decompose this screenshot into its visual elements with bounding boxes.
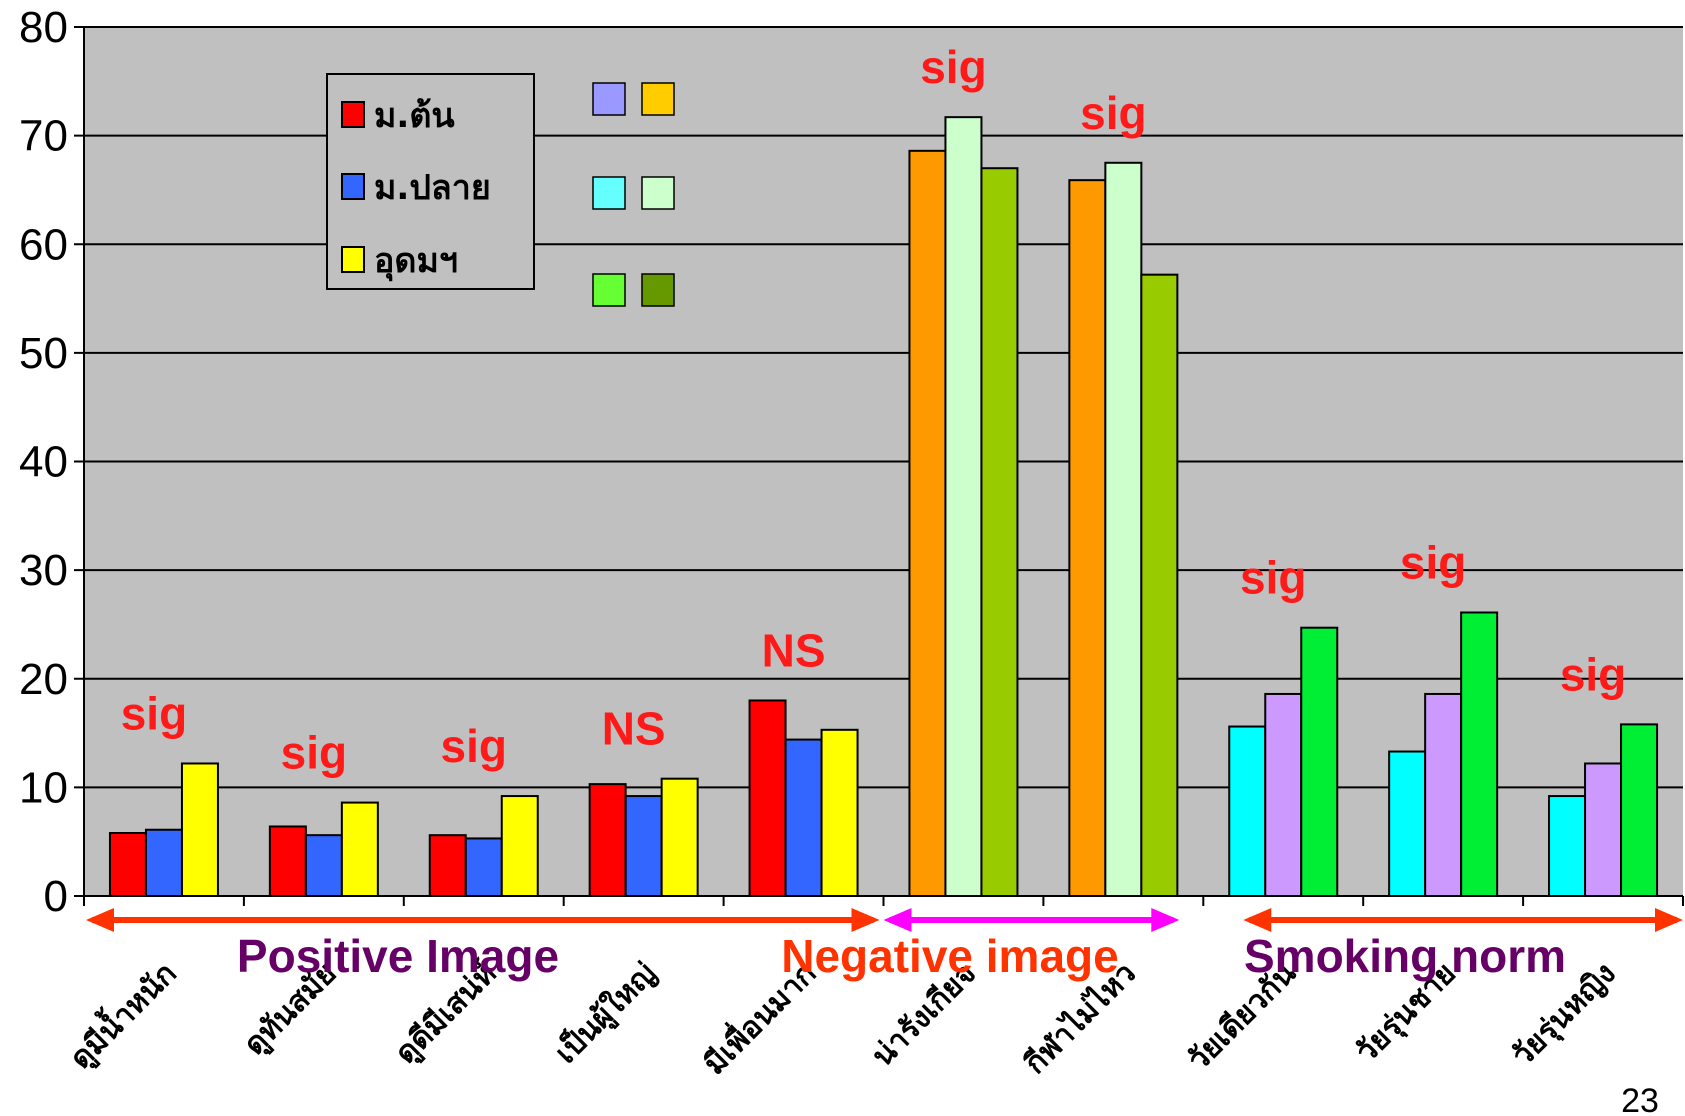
group-arrow-right-head-2 [1655,908,1683,932]
x-tick-label-3: เป็นผู้ใหญ่ [547,954,664,1071]
bar-7-0 [1228,725,1267,897]
bar-8-0 [1388,750,1427,897]
bar-6-1 [1104,161,1143,897]
x-tick-label-0: ดูมีน้ำหนัก [59,952,184,1077]
bar-2-0 [428,834,467,897]
legend-swatch-2 [341,246,365,273]
group-label-2: Smoking norm [1244,930,1566,982]
bars [108,116,1659,898]
annotation-4: NS [762,624,826,676]
y-tick-label-7: 70 [19,112,68,161]
bar-5-0 [908,149,947,897]
annotation-6: sig [1080,87,1146,139]
bar-0-2 [180,762,219,897]
annotation-3: NS [602,703,666,755]
gridlines [84,26,1683,789]
group-arrow-left-head-0 [86,908,114,932]
legend-swatch-0 [341,101,365,128]
bar-9-2 [1620,723,1659,897]
swatch-2-0 [592,273,626,307]
bar-6-0 [1068,179,1107,897]
page-number: 23 [1621,1082,1659,1116]
group-arrow-right-head-1 [1151,908,1180,932]
bar-3-0 [588,783,627,898]
legend-label-0: ม.ต้น [374,96,455,136]
bar-1-0 [268,825,307,897]
swatch-0-1 [641,82,675,116]
swatch-2-1 [641,273,675,307]
annotation-9: sig [1560,648,1626,700]
group-label-0: Positive Image [237,930,559,982]
group-arrow-right-head-0 [851,908,880,932]
annotation-7: sig [1240,552,1306,604]
annotation-1: sig [281,727,347,779]
bar-2-2 [500,795,539,897]
bar-0-0 [108,831,147,897]
annotation-0: sig [121,687,187,739]
bar-4-2 [820,728,859,898]
group-label-1: Negative image [781,930,1118,982]
annotation-8: sig [1400,536,1466,588]
y-tick-label-5: 50 [19,329,68,378]
y-tick-label-1: 10 [19,763,68,812]
significance-annotations: sig sig sig NS NS sig sig sig sig sig [121,41,1627,778]
y-tick-label-6: 60 [19,220,68,269]
swatch-0-0 [592,82,626,116]
color-swatches [592,82,675,307]
bar-2-1 [464,837,503,898]
y-tick-label-2: 20 [19,655,68,704]
y-tick-labels: 0 10 20 30 40 50 60 70 80 [19,3,68,921]
swatch-1-1 [641,176,675,210]
y-tick-label-3: 30 [19,546,68,595]
annotation-2: sig [441,720,507,772]
legend-label-2: อุดมฯ [374,241,458,282]
axes [74,26,1684,906]
legend: ม.ต้น ม.ปลาย อุดมฯ [326,73,535,290]
bar-4-0 [748,699,787,897]
bar-3-1 [624,795,663,897]
legend-label-1: ม.ปลาย [374,168,491,208]
bar-5-1 [944,116,983,897]
y-tick-label-4: 40 [19,438,68,487]
bar-8-1 [1424,692,1463,898]
legend-swatch-1 [341,173,365,200]
bar-5-2 [980,167,1019,897]
bar-9-0 [1548,795,1587,897]
bar-7-1 [1264,692,1303,898]
swatch-1-0 [592,176,626,210]
group-arrow-left-head-2 [1243,908,1272,932]
annotation-5: sig [920,41,986,93]
bar-1-1 [304,834,343,897]
bar-8-2 [1460,611,1499,898]
bar-9-1 [1584,762,1623,897]
group-arrow-left-head-1 [883,908,912,932]
bar-4-1 [784,738,823,898]
bar-1-2 [340,801,379,898]
bar-6-2 [1140,273,1179,898]
bar-3-2 [660,777,699,897]
y-tick-label-0: 0 [44,872,68,921]
y-tick-label-8: 80 [19,3,68,52]
group-brackets: Positive Image Negative image Smoking norm [86,908,1683,982]
bar-7-2 [1300,626,1339,897]
bar-0-1 [144,828,183,898]
